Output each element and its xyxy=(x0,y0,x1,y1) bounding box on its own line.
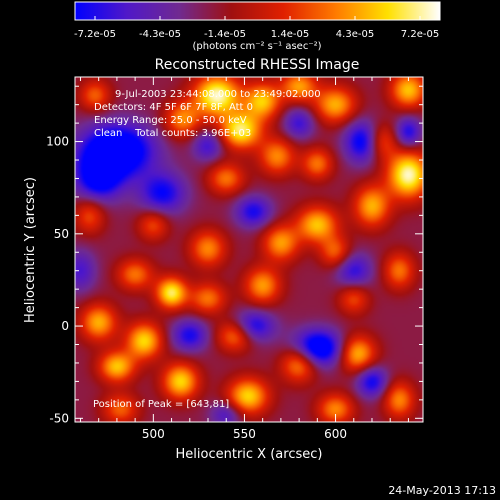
colorbar-ticks: -7.2e-05 -4.3e-05 -1.4e-05 1.4e-05 4.3e-05 7.… xyxy=(74,16,439,40)
colorbar-tick-label: 1.4e-05 xyxy=(271,29,309,40)
x-tick-label: 600 xyxy=(324,427,347,441)
peak-position-label: Position of Peak = [643,81] xyxy=(93,399,229,410)
colorbar-tick-label: -4.3e-05 xyxy=(139,29,181,40)
colorbar-units: (photons cm⁻² s⁻¹ asec⁻²) xyxy=(192,41,321,52)
annotation-block: 9-Jul-2003 23:44:08.000 to 23:49:02.000 … xyxy=(94,89,321,139)
colorbar-tick-label: -1.4e-05 xyxy=(204,29,246,40)
plot-frame xyxy=(74,76,424,423)
chart-title: Reconstructed RHESSI Image xyxy=(155,57,360,73)
colorbar-tick-label: 4.3e-05 xyxy=(336,29,374,40)
x-tick-label: 500 xyxy=(142,427,165,441)
x-axis-label: Heliocentric X (arcsec) xyxy=(176,447,323,462)
y-tick-label: 0 xyxy=(61,319,69,333)
colorbar: -7.2e-05 -4.3e-05 -1.4e-05 1.4e-05 4.3e-05 7.… xyxy=(74,1,441,52)
y-tick-label: 100 xyxy=(46,135,69,149)
annotation-time: 9-Jul-2003 23:44:08.000 to 23:49:02.000 xyxy=(115,89,321,100)
annotation-energy: Energy Range: 25.0 - 50.0 keV xyxy=(94,115,247,126)
footer-timestamp: 24-May-2013 17:13 xyxy=(388,484,496,497)
x-tick-label: 550 xyxy=(233,427,256,441)
annotation-detectors: Detectors: 4F 5F 6F 7F 8F, Att 0 xyxy=(94,102,253,113)
annotation-counts: Clean Total counts: 3.96E+03 xyxy=(94,128,251,139)
y-axis-label: Heliocentric Y (arcsec) xyxy=(23,177,38,323)
colorbar-tick-label: -7.2e-05 xyxy=(74,29,116,40)
heatmap-image xyxy=(75,77,423,422)
colorbar-strip xyxy=(74,1,441,21)
colorbar-tick-label: 7.2e-05 xyxy=(401,29,439,40)
axis-ticks: 500 550 600 -50 0 50 100 xyxy=(46,77,423,441)
y-tick-label: -50 xyxy=(49,411,69,425)
y-tick-label: 50 xyxy=(54,227,69,241)
plot-area: 500 550 600 -50 0 50 100 9-Jul-2003 23:44:08.0… xyxy=(46,76,424,441)
